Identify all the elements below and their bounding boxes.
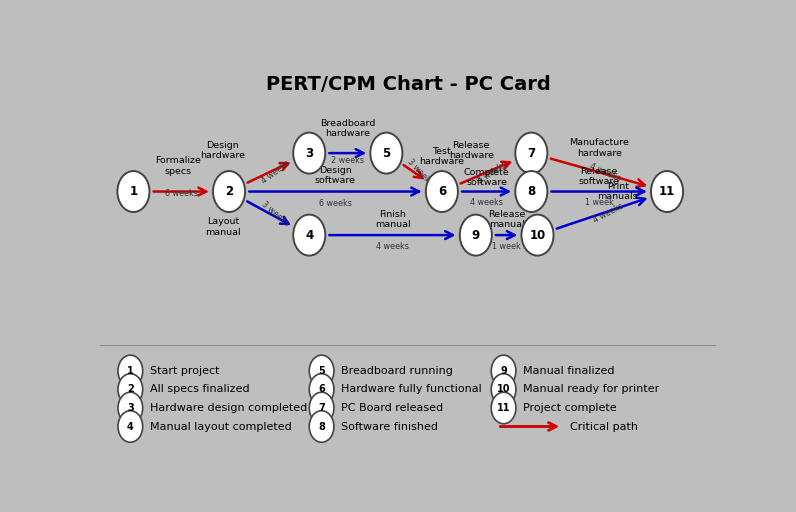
Text: 7: 7 [527, 146, 536, 160]
Ellipse shape [426, 171, 458, 212]
Text: 10: 10 [497, 385, 510, 394]
Text: 6 weeks: 6 weeks [165, 189, 197, 198]
Ellipse shape [293, 133, 326, 174]
Text: 4 weeks: 4 weeks [588, 162, 622, 183]
Text: Finish
manual: Finish manual [375, 209, 411, 229]
Ellipse shape [309, 355, 334, 387]
Text: 5: 5 [382, 146, 391, 160]
Text: Hardware design completed: Hardware design completed [150, 403, 307, 413]
Text: 9: 9 [472, 228, 480, 242]
Text: 3: 3 [305, 146, 314, 160]
Text: 1: 1 [130, 185, 138, 198]
Text: 3 weeks: 3 weeks [406, 157, 435, 187]
Text: 6: 6 [318, 385, 325, 394]
Text: Breadboard
hardware: Breadboard hardware [320, 119, 376, 138]
Text: Design
software: Design software [315, 166, 356, 185]
Text: Project complete: Project complete [523, 403, 617, 413]
Text: Critical path: Critical path [570, 421, 638, 432]
Ellipse shape [293, 215, 326, 255]
Text: 4 weeks: 4 weeks [591, 202, 625, 225]
Text: Print
manuals: Print manuals [597, 182, 638, 201]
Text: 8: 8 [318, 421, 325, 432]
Text: Test
hardware: Test hardware [419, 147, 464, 166]
Ellipse shape [651, 171, 683, 212]
Text: Hardware fully functional: Hardware fully functional [341, 385, 482, 394]
Ellipse shape [491, 355, 516, 387]
Ellipse shape [118, 392, 142, 424]
Text: Manual ready for printer: Manual ready for printer [523, 385, 660, 394]
Text: Software finished: Software finished [341, 421, 439, 432]
Text: 1 week: 1 week [585, 198, 614, 207]
Text: 6 weeks: 6 weeks [319, 199, 352, 208]
Text: 4: 4 [127, 421, 134, 432]
Text: 2: 2 [127, 385, 134, 394]
Text: 1: 1 [127, 366, 134, 376]
Text: Release
software: Release software [579, 167, 620, 186]
Text: Manual finalized: Manual finalized [523, 366, 615, 376]
Text: Formalize
specs: Formalize specs [155, 156, 201, 176]
Text: 10: 10 [529, 228, 545, 242]
Text: Manual layout completed: Manual layout completed [150, 421, 292, 432]
Text: 2 weeks: 2 weeks [477, 159, 509, 185]
Text: Layout
manual: Layout manual [205, 218, 240, 237]
Text: All specs finalized: All specs finalized [150, 385, 250, 394]
Text: Release
manual: Release manual [488, 209, 525, 229]
Text: PERT/CPM Chart - PC Card: PERT/CPM Chart - PC Card [266, 75, 550, 94]
Text: 5: 5 [318, 366, 325, 376]
Ellipse shape [515, 171, 548, 212]
Ellipse shape [117, 171, 150, 212]
Ellipse shape [515, 133, 548, 174]
Ellipse shape [309, 392, 334, 424]
Ellipse shape [118, 411, 142, 442]
Text: PC Board released: PC Board released [341, 403, 443, 413]
Text: Breadboard running: Breadboard running [341, 366, 453, 376]
Text: 7: 7 [318, 403, 325, 413]
Ellipse shape [309, 374, 334, 405]
Ellipse shape [118, 374, 142, 405]
Ellipse shape [460, 215, 492, 255]
Text: 2 weeks: 2 weeks [331, 157, 365, 165]
Ellipse shape [309, 411, 334, 442]
Text: Start project: Start project [150, 366, 220, 376]
Text: 6: 6 [438, 185, 446, 198]
Ellipse shape [118, 355, 142, 387]
Text: 8: 8 [527, 185, 536, 198]
Text: Design
hardware: Design hardware [201, 141, 245, 160]
Text: 4 weeks: 4 weeks [470, 198, 503, 207]
Text: 4 weeks: 4 weeks [376, 242, 409, 251]
Ellipse shape [521, 215, 553, 255]
Text: 9: 9 [500, 366, 507, 376]
Text: Manufacture
hardware: Manufacture hardware [569, 138, 629, 158]
Ellipse shape [213, 171, 245, 212]
Text: 11: 11 [659, 185, 675, 198]
Text: Release
hardware: Release hardware [449, 141, 494, 160]
Text: 4 weeks: 4 weeks [259, 159, 291, 186]
Ellipse shape [370, 133, 403, 174]
Text: 1 week: 1 week [492, 242, 521, 251]
Text: 3: 3 [127, 403, 134, 413]
Ellipse shape [491, 374, 516, 405]
Text: 4: 4 [305, 228, 314, 242]
Text: 11: 11 [497, 403, 510, 413]
Ellipse shape [491, 392, 516, 424]
Text: Complete
software: Complete software [464, 168, 509, 187]
Text: 3 weeks: 3 weeks [259, 199, 291, 227]
Text: 2: 2 [225, 185, 233, 198]
